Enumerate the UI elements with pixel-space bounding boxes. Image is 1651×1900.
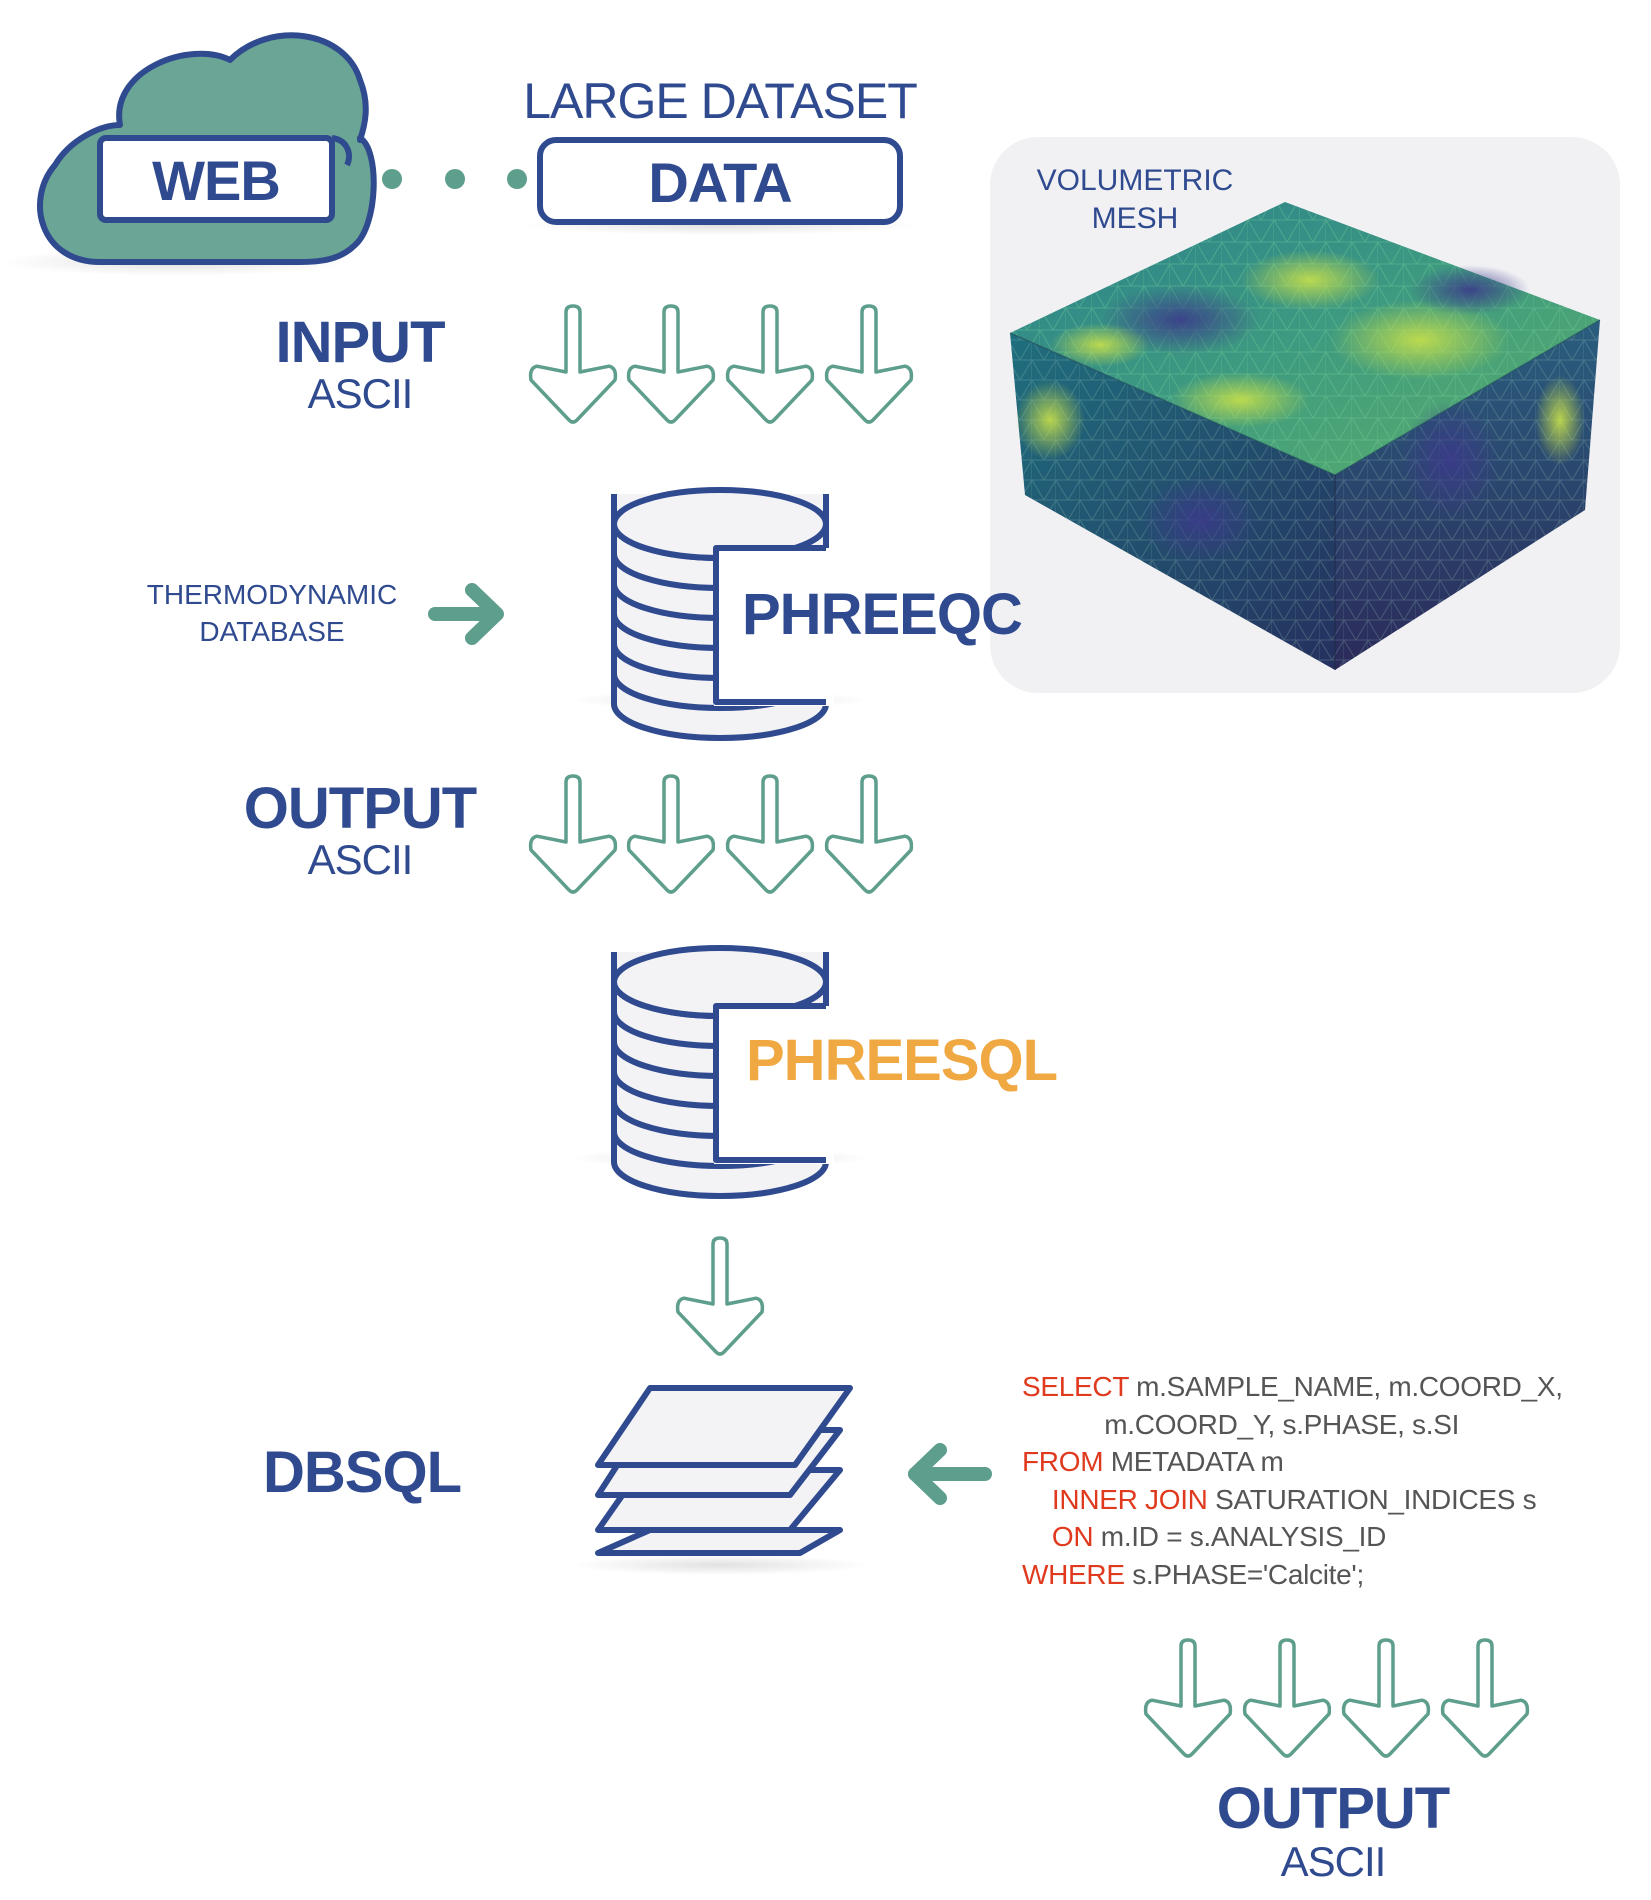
down-arrow-icon [725, 774, 815, 894]
sql-text: METADATA m [1103, 1446, 1284, 1477]
input-title: INPUT [276, 310, 446, 375]
down-arrows-output [528, 774, 914, 894]
sql-keyword-where: WHERE [1022, 1558, 1125, 1590]
cloud-icon [0, 32, 377, 276]
right-arrow-icon [428, 583, 504, 645]
sql-line-on: ON m.ID = s.ANALYSIS_ID [1022, 1518, 1563, 1556]
sql-text: m.SAMPLE_NAME, m.COORD_X, [1128, 1371, 1563, 1402]
down-arrow-icon [528, 304, 618, 424]
left-arrow-icon [908, 1443, 992, 1505]
sql-text: SATURATION_INDICES s [1207, 1483, 1537, 1515]
sql-keyword-from: FROM [1022, 1446, 1104, 1477]
down-arrow-icon [675, 1236, 765, 1356]
down-arrow-icon [1143, 1638, 1233, 1758]
sql-line-join: INNER JOIN SATURATION_INDICES s [1022, 1481, 1563, 1519]
mesh-label-line2: MESH [1092, 202, 1179, 235]
down-arrow-icon [626, 774, 716, 894]
phreeqc-label: PHREEQC [742, 582, 1022, 647]
down-arrow-icon [824, 774, 914, 894]
layers-icon [570, 1385, 870, 1575]
sql-line-select: SELECT m.SAMPLE_NAME, m.COORD_X, [1022, 1368, 1563, 1406]
sql-indent [1022, 1521, 1052, 1552]
mesh-label-line1: VOLUMETRIC [1037, 164, 1234, 197]
down-arrow-icon [1440, 1638, 1530, 1758]
sql-query: SELECT m.SAMPLE_NAME, m.COORD_X, m.COORD… [1022, 1368, 1563, 1593]
sql-text: s.PHASE='Calcite'; [1124, 1558, 1364, 1590]
input-subtitle: ASCII [308, 370, 413, 417]
volumetric-mesh-panel [990, 137, 1620, 693]
sql-keyword-select: SELECT [1022, 1371, 1129, 1402]
down-arrow-icon [725, 304, 815, 424]
down-arrows-final [1143, 1638, 1530, 1758]
phreesql-label: PHREESQL [746, 1028, 1057, 1093]
sql-line-where: WHERE s.PHASE='Calcite'; [1022, 1556, 1563, 1594]
down-arrows-input [528, 304, 914, 424]
sql-keyword-on: ON [1051, 1521, 1094, 1552]
database-icon [570, 945, 870, 1199]
down-arrow-icon [1341, 1638, 1431, 1758]
output1-subtitle: ASCII [308, 836, 413, 883]
down-arrow-icon [626, 304, 716, 424]
down-arrow-icon [528, 774, 618, 894]
database-icon [570, 487, 870, 741]
thermo-label-line1: THERMODYNAMIC [147, 579, 397, 610]
dbsql-label: DBSQL [263, 1440, 461, 1505]
dataset-caption: LARGE DATASET [523, 73, 917, 129]
down-arrow-icon [824, 304, 914, 424]
output1-title: OUTPUT [244, 776, 477, 841]
sql-text: m.COORD_Y, s.PHASE, s.SI [1022, 1408, 1460, 1440]
sql-indent [1022, 1484, 1052, 1515]
data-label: DATA [648, 151, 791, 214]
thermo-label-line2: DATABASE [199, 616, 344, 647]
down-arrow-icon [675, 1236, 765, 1356]
sql-text: m.ID = s.ANALYSIS_ID [1093, 1521, 1387, 1552]
data-box [537, 137, 903, 225]
output2-subtitle: ASCII [1281, 1838, 1386, 1885]
sql-keyword-inner-join: INNER JOIN [1051, 1483, 1208, 1515]
web-label: WEB [152, 149, 280, 212]
sql-line-from: FROM METADATA m [1022, 1443, 1563, 1481]
output2-title: OUTPUT [1217, 1776, 1450, 1841]
sql-line-columns: m.COORD_Y, s.PHASE, s.SI [1022, 1406, 1563, 1444]
down-arrow-icon [1242, 1638, 1332, 1758]
dotted-connector [382, 169, 527, 189]
